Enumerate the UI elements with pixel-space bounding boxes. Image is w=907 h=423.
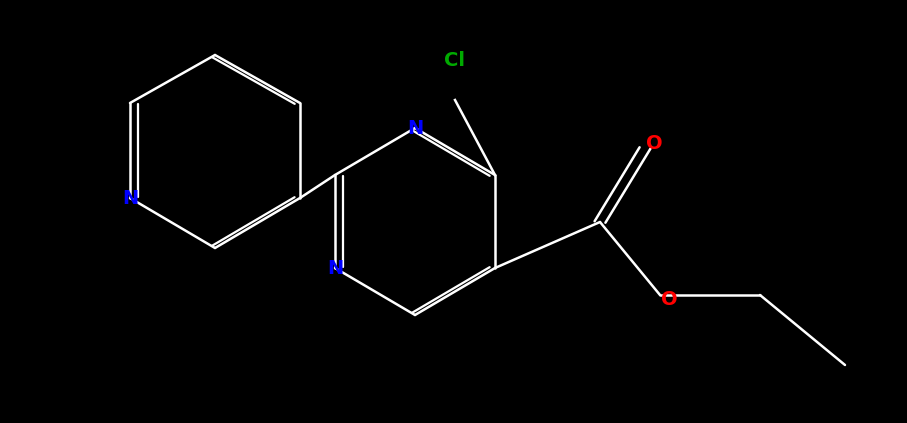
Text: N: N — [407, 118, 424, 137]
Text: Cl: Cl — [444, 50, 465, 69]
Text: N: N — [327, 258, 343, 277]
Text: O: O — [661, 290, 678, 309]
Text: O: O — [646, 134, 662, 153]
Text: N: N — [122, 189, 138, 208]
